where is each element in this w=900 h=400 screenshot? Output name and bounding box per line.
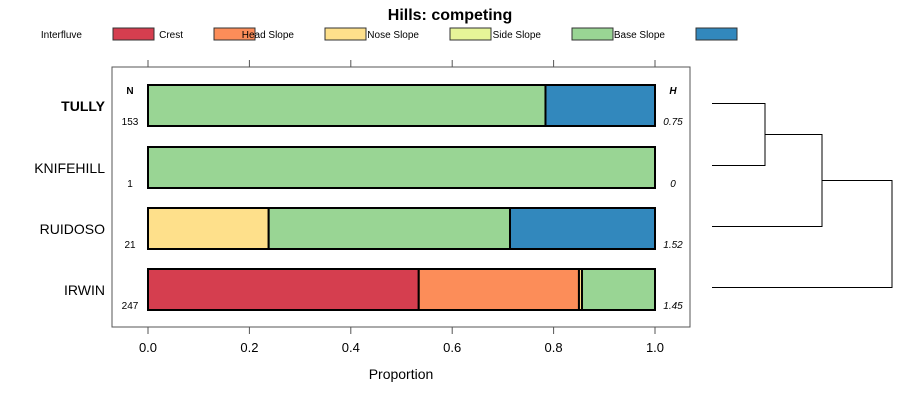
- x-tick-label: 0.6: [443, 340, 461, 355]
- x-tick-label: 0.0: [139, 340, 157, 355]
- bar-segment: [147, 207, 270, 250]
- legend: Interfluve Crest Head Slope Nose Slope Side …: [41, 27, 738, 41]
- legend-label: Head Slope: [242, 30, 295, 41]
- legend-label: Base Slope: [614, 30, 666, 41]
- h-value: 0.75: [663, 117, 683, 128]
- bar-segment: [544, 84, 656, 127]
- bar-segment: [147, 268, 420, 311]
- legend-label: Crest: [159, 30, 183, 41]
- legend-label: Side Slope: [493, 30, 542, 41]
- x-tick-label: 0.8: [545, 340, 563, 355]
- category-label: TULLY: [61, 98, 105, 114]
- dendrogram-branch: [712, 134, 823, 227]
- bar-segment: [508, 207, 656, 250]
- plot-frame: [111, 66, 691, 328]
- h-header: H: [669, 86, 677, 97]
- x-tick-label: 1.0: [646, 340, 664, 355]
- n-value: 247: [122, 301, 139, 312]
- bar-segment: [147, 84, 547, 127]
- n-header: N: [126, 86, 133, 97]
- bars: TULLY 153 0.75 KNIFEHILL 1 0 RUIDOSO 21 1.52 IRWI…: [34, 84, 683, 312]
- legend-swatch: [449, 27, 492, 41]
- bar-segment: [267, 207, 511, 250]
- x-tick-label: 0.2: [240, 340, 258, 355]
- bar-segment: [580, 268, 657, 311]
- x-axis-label: Proportion: [369, 366, 434, 382]
- bar-segment: [147, 146, 656, 189]
- n-value: 153: [122, 117, 139, 128]
- category-label: IRWIN: [64, 282, 105, 298]
- legend-swatch: [324, 27, 367, 41]
- n-value: 21: [124, 240, 136, 251]
- n-value: 1: [127, 179, 133, 190]
- legend-label: Nose Slope: [367, 30, 419, 41]
- legend-swatch: [213, 27, 256, 41]
- dendrogram: [712, 103, 893, 288]
- category-label: KNIFEHILL: [34, 160, 105, 176]
- legend-swatch: [571, 27, 614, 41]
- h-value: 1.45: [663, 301, 683, 312]
- dendrogram-branch: [712, 180, 893, 288]
- h-value: 0: [670, 179, 676, 190]
- x-axis: 0.0 0.2 0.4 0.6 0.8 1.0: [139, 60, 664, 355]
- category-label: RUIDOSO: [40, 221, 105, 237]
- bar-segment: [417, 268, 580, 311]
- x-tick-label: 0.4: [342, 340, 360, 355]
- legend-swatch: [112, 27, 155, 41]
- legend-label: Interfluve: [41, 30, 83, 41]
- legend-swatch: [695, 27, 738, 41]
- chart-title: Hills: competing: [388, 7, 512, 24]
- h-value: 1.52: [663, 240, 683, 251]
- dendrogram-branch: [712, 103, 766, 166]
